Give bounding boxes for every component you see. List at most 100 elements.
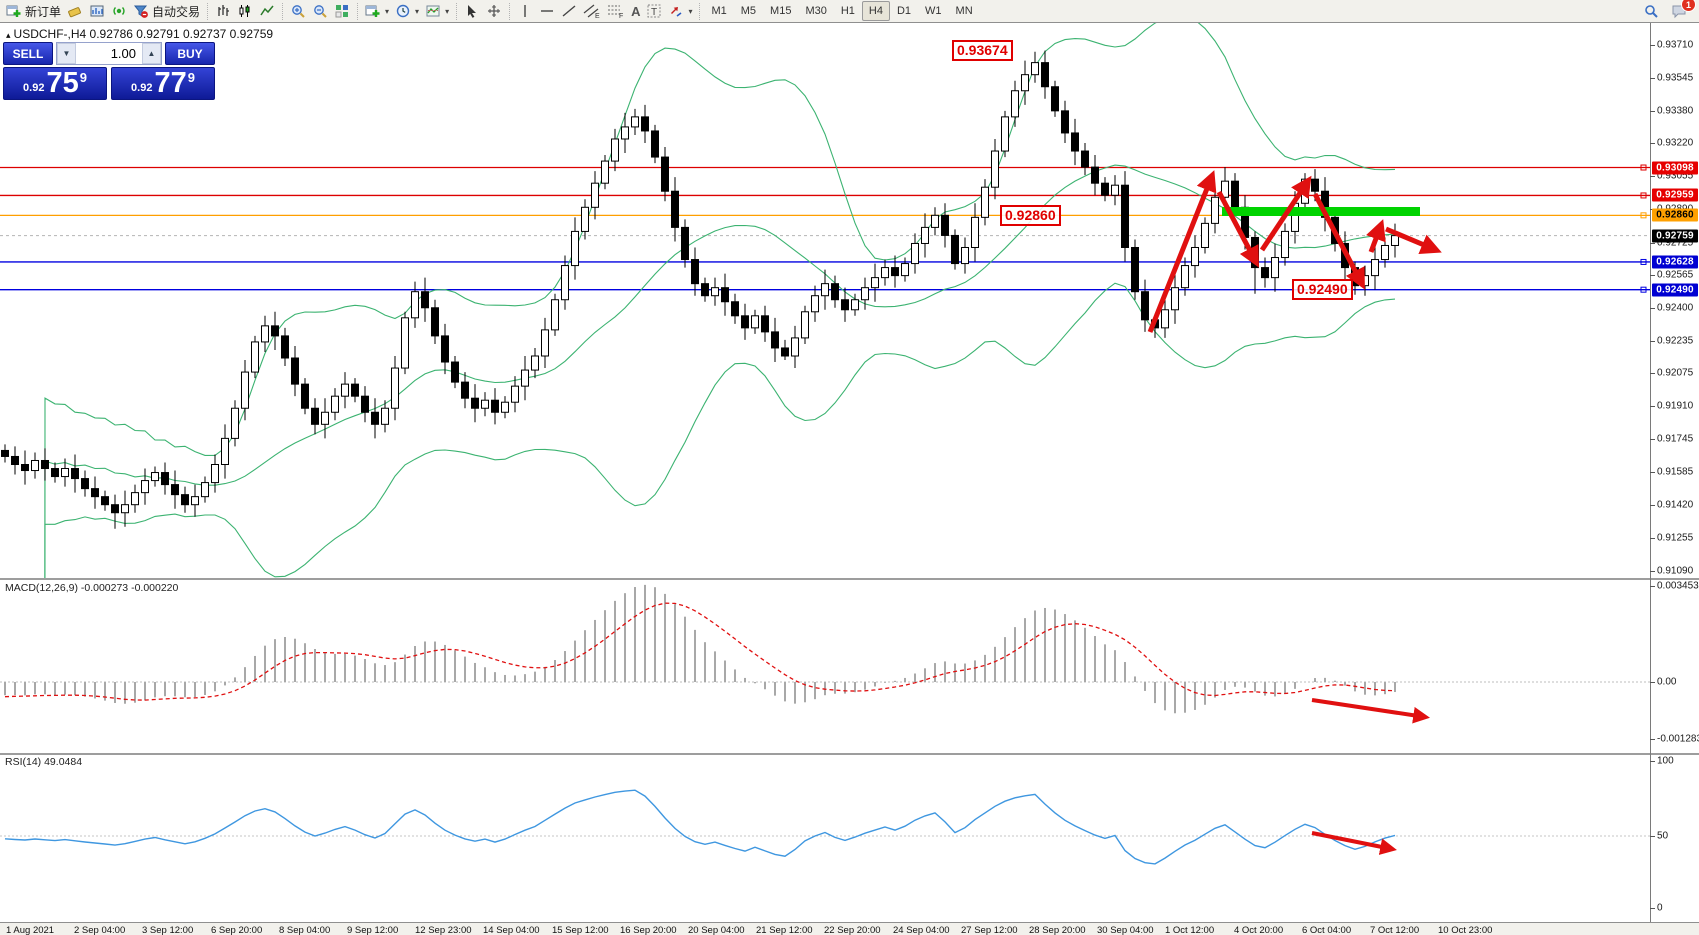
price-tick-mark: [1650, 143, 1655, 144]
equidistant-channel-button[interactable]: E: [580, 1, 604, 21]
notification-badge: 1: [1681, 0, 1696, 12]
price-tick-mark: [1650, 373, 1655, 375]
price-tick-label: 0.93710: [1657, 39, 1694, 50]
zoom-out-button[interactable]: [309, 1, 331, 21]
price-annotation-0.92490[interactable]: 0.92490: [1292, 279, 1353, 300]
timeframe-m30[interactable]: M30: [805, 5, 827, 17]
price-annotation-0.92860[interactable]: 0.92860: [1000, 205, 1061, 226]
signal-button[interactable]: [108, 1, 130, 21]
eraser-button[interactable]: [64, 1, 86, 21]
price-tick-label: 0.92565: [1657, 269, 1694, 281]
timeframe-m5[interactable]: M5: [740, 5, 757, 17]
price-tick-label: 0.93545: [1657, 72, 1694, 84]
timeframe-m1[interactable]: M1: [711, 5, 727, 17]
time-label: 28 Sep 20:00: [1029, 925, 1086, 935]
text-label-button[interactable]: T: [643, 1, 665, 21]
price-tick-mark: [1650, 77, 1655, 79]
time-label: 24 Sep 04:00: [893, 925, 950, 935]
toolbar-separator: [699, 2, 701, 20]
time-label: 16 Sep 20:00: [620, 925, 677, 935]
clock-icon: [395, 3, 411, 19]
buy-price-display[interactable]: 0.92 77 9: [111, 67, 215, 100]
timeframe-mn[interactable]: MN: [955, 5, 973, 17]
volume-decrease-button[interactable]: ▼: [57, 43, 76, 64]
price-tick-mark: [1650, 44, 1655, 46]
macd-tick-mark: [1650, 739, 1655, 740]
time-label: 6 Sep 20:00: [211, 925, 263, 935]
zoom-out-icon: [312, 3, 328, 19]
trendline-icon: [561, 3, 577, 19]
price-tick-mark: [1650, 571, 1655, 572]
notifications-button[interactable]: 1: [1668, 0, 1696, 21]
svg-text:F: F: [619, 13, 623, 19]
chart-candles-button[interactable]: [234, 1, 256, 21]
zoom-in-button[interactable]: [287, 1, 309, 21]
price-badge-0.92628: 0.92628: [1652, 255, 1698, 269]
cursor-button[interactable]: [461, 1, 483, 21]
time-label: 27 Sep 12:00: [961, 925, 1018, 935]
volume-input[interactable]: 1.00: [110, 46, 136, 61]
sell-price-main: 75: [46, 67, 79, 99]
tile-windows-button[interactable]: [331, 1, 353, 21]
new-order-button[interactable]: 新订单: [3, 1, 64, 21]
new-chart-button[interactable]: ▾: [362, 1, 392, 21]
periodicity-button[interactable]: ▾: [392, 1, 422, 21]
time-label: 6 Oct 04:00: [1302, 925, 1352, 935]
rsi-tick-label: 100: [1657, 755, 1674, 767]
time-label: 14 Sep 04:00: [483, 925, 540, 935]
fibonacci-button[interactable]: F: [604, 1, 628, 21]
svg-text:T: T: [651, 7, 657, 18]
sell-button[interactable]: SELL: [3, 42, 53, 65]
timeframe-w1[interactable]: W1: [925, 5, 942, 17]
macd-label: MACD(12,26,9) -0.000273 -0.000220: [5, 582, 179, 594]
sell-price-display[interactable]: 0.92 75 9: [3, 67, 107, 100]
pane-separator-macd[interactable]: [0, 578, 1699, 580]
chart-bars-button[interactable]: [212, 1, 234, 21]
price-tick-label: 0.92235: [1657, 335, 1694, 347]
trendline-button[interactable]: [558, 1, 580, 21]
price-tick-mark: [1650, 274, 1655, 276]
templates-button[interactable]: ▾: [422, 1, 452, 21]
text-button[interactable]: A: [628, 1, 643, 21]
buy-button[interactable]: BUY: [165, 42, 215, 65]
auto-trading-label: 自动交易: [152, 4, 201, 19]
price-badge-0.93098: 0.93098: [1652, 161, 1698, 174]
volume-increase-button[interactable]: ▲: [142, 43, 161, 64]
search-button[interactable]: [1640, 1, 1662, 21]
arrows-tool-button[interactable]: ▾: [665, 1, 695, 21]
vertical-line-button[interactable]: [514, 1, 536, 21]
auto-trading-button[interactable]: 自动交易: [130, 1, 203, 21]
macd-tick-mark: [1650, 586, 1655, 587]
search-icon: [1645, 5, 1658, 18]
price-tick-label: 0.92400: [1657, 302, 1694, 314]
horizontal-line-icon: [539, 3, 555, 19]
price-badge-0.92959: 0.92959: [1652, 188, 1698, 202]
chart-window-button[interactable]: [86, 1, 108, 21]
time-label: 15 Sep 12:00: [552, 925, 609, 935]
time-label: 21 Sep 12:00: [756, 925, 813, 935]
chart-line-button[interactable]: [256, 1, 278, 21]
vertical-line-icon: [517, 3, 533, 19]
time-label: 12 Sep 23:00: [415, 925, 472, 935]
timeframe-h1[interactable]: H1: [840, 5, 855, 17]
auto-trading-icon: [133, 3, 149, 19]
one-click-trading-panel: SELL ▼ 1.00 ▲ BUY 0.92 75 9 0.92 77 9: [3, 42, 215, 100]
horizontal-line-button[interactable]: [536, 1, 558, 21]
price-annotation-0.93674[interactable]: 0.93674: [952, 40, 1013, 61]
timeframe-m15[interactable]: M15: [770, 5, 792, 17]
time-label: 1 Oct 12:00: [1165, 925, 1215, 935]
macd-tick-label: -0.001283: [1657, 733, 1699, 745]
crosshair-button[interactable]: [483, 1, 505, 21]
eraser-icon: [67, 3, 83, 19]
timeframe-d1[interactable]: D1: [896, 5, 912, 17]
candlestick-icon: [237, 3, 253, 19]
price-tick-mark: [1650, 340, 1655, 342]
rsi-tick-mark: [1650, 836, 1655, 837]
time-axis[interactable]: 1 Aug 2021 2 Sep 04:00 3 Sep 12:00 6 Sep 20…: [0, 922, 1699, 935]
pane-separator-rsi[interactable]: [0, 753, 1699, 755]
sell-price-point: 9: [79, 70, 87, 85]
buy-price-point: 9: [187, 70, 195, 85]
price-axis-line: [1650, 23, 1651, 922]
timeframe-h4[interactable]: H4: [861, 1, 890, 21]
